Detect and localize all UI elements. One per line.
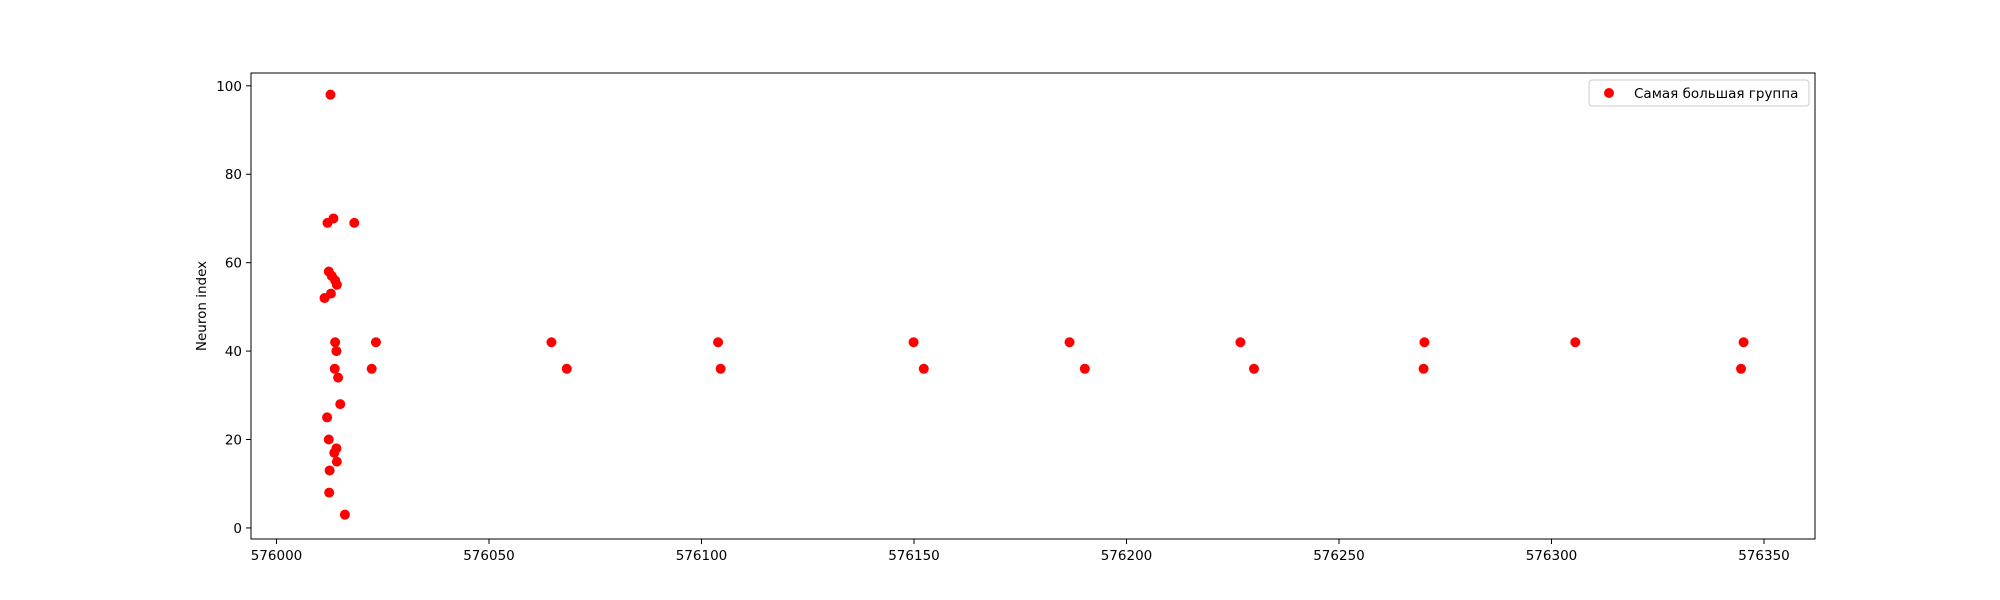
x-tick-label: 576350 — [1738, 548, 1790, 564]
data-point — [325, 89, 336, 100]
data-point — [1570, 337, 1581, 348]
x-tick-label: 576250 — [1313, 548, 1365, 564]
data-point — [324, 465, 335, 476]
x-tick-label: 576100 — [676, 548, 728, 564]
data-point — [324, 487, 335, 498]
data-point — [329, 363, 340, 374]
data-point — [366, 363, 377, 374]
data-point — [339, 509, 350, 520]
x-tick-label: 576300 — [1526, 548, 1578, 564]
legend-label: Самая большая группа — [1634, 86, 1798, 102]
data-point — [1736, 363, 1747, 374]
data-point — [322, 412, 333, 423]
data-point — [1235, 337, 1246, 348]
y-tick-label: 100 — [216, 79, 242, 95]
data-point — [331, 279, 342, 290]
data-point — [349, 217, 360, 228]
data-point — [546, 337, 557, 348]
y-tick-label: 0 — [233, 521, 242, 537]
x-axis: 576000 576050 576100 576150 576200 576250 5763… — [251, 539, 1790, 564]
legend: Самая большая группа — [1588, 79, 1810, 107]
y-tick-label: 80 — [225, 167, 242, 183]
data-point — [1079, 363, 1090, 374]
data-point — [1419, 337, 1430, 348]
data-point — [331, 346, 342, 357]
data-point — [322, 217, 333, 228]
data-point — [908, 337, 919, 348]
data-point — [1418, 363, 1429, 374]
y-axis: 0 20 40 60 80 100 — [216, 79, 251, 537]
x-tick-label: 576200 — [1101, 548, 1153, 564]
x-tick-label: 576150 — [888, 548, 940, 564]
x-tick-label: 576050 — [463, 548, 515, 564]
data-point — [561, 363, 572, 374]
y-tick-label: 40 — [225, 344, 242, 360]
data-point — [370, 337, 381, 348]
data-points — [319, 89, 1749, 520]
data-point — [335, 399, 346, 410]
data-point — [333, 372, 344, 383]
data-point — [323, 434, 334, 445]
data-point — [1249, 363, 1259, 374]
data-point — [331, 456, 342, 467]
y-tick-label: 20 — [225, 433, 242, 449]
plot-frame — [250, 72, 1816, 540]
data-point — [715, 363, 726, 374]
legend-marker — [1604, 88, 1614, 98]
y-tick-label: 60 — [225, 256, 242, 272]
data-point — [330, 337, 341, 348]
x-tick-label: 576000 — [251, 548, 303, 564]
data-point — [1064, 337, 1075, 348]
data-point — [713, 337, 724, 348]
data-point — [918, 363, 929, 374]
legend-frame — [1588, 79, 1810, 107]
data-point — [319, 293, 330, 304]
data-point — [329, 447, 340, 458]
data-point — [1738, 337, 1749, 348]
y-axis-label: Neuron index — [194, 261, 210, 351]
